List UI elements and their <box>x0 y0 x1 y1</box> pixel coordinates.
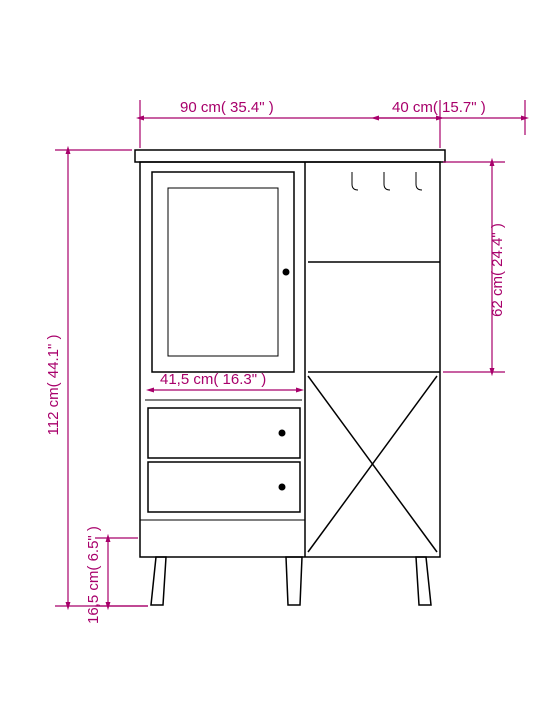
legs <box>151 557 431 605</box>
cabinet-door <box>152 172 294 372</box>
drawer-1 <box>148 408 300 458</box>
dim-height-right: 62 cm( 24.4" ) <box>443 162 506 372</box>
dim-depth-top-label: 40 cm( 15.7" ) <box>392 99 486 116</box>
dim-inner-width: 41,5 cm( 16.3" ) <box>150 371 300 390</box>
dim-depth-top: 40 cm( 15.7" ) <box>375 99 525 135</box>
dim-height-right-label: 62 cm( 24.4" ) <box>489 223 506 317</box>
dimensions: 90 cm( 35.4" ) 40 cm( 15.7" ) 112 cm( 44… <box>45 99 525 624</box>
dim-width-top-label: 90 cm( 35.4" ) <box>180 99 274 116</box>
dim-leg-height: 16,5 cm( 6.5" ) <box>85 526 148 624</box>
drawer-2 <box>148 462 300 512</box>
diagram-canvas: 90 cm( 35.4" ) 40 cm( 15.7" ) 112 cm( 44… <box>0 0 540 720</box>
hooks <box>352 172 422 190</box>
dim-height-left-label: 112 cm( 44.1" ) <box>45 335 62 436</box>
dim-inner-width-label: 41,5 cm( 16.3" ) <box>160 371 266 388</box>
dim-leg-height-label: 16,5 cm( 6.5" ) <box>85 526 102 624</box>
wine-rack <box>308 376 437 552</box>
